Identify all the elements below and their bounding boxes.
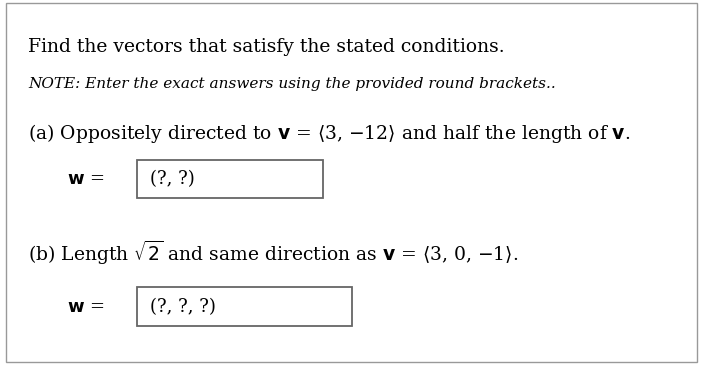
Text: $\mathbf{w}$ =: $\mathbf{w}$ = [67, 170, 104, 188]
Text: (b) Length $\sqrt{2}$ and same direction as $\mathbf{v}$ = $\langle$3, 0, $-$1$\: (b) Length $\sqrt{2}$ and same direction… [28, 239, 518, 267]
Text: (?, ?, ?): (?, ?, ?) [150, 297, 216, 316]
FancyBboxPatch shape [137, 288, 352, 326]
FancyBboxPatch shape [137, 160, 323, 198]
Text: (a) Oppositely directed to $\mathbf{v}$ = $\langle$3, $-$12$\rangle$ and half th: (a) Oppositely directed to $\mathbf{v}$ … [28, 122, 631, 145]
Text: (?, ?): (?, ?) [150, 170, 195, 188]
Text: NOTE: Enter the exact answers using the provided round brackets..: NOTE: Enter the exact answers using the … [28, 77, 556, 91]
Text: Find the vectors that satisfy the stated conditions.: Find the vectors that satisfy the stated… [28, 38, 505, 56]
Text: $\mathbf{w}$ =: $\mathbf{w}$ = [67, 297, 104, 316]
